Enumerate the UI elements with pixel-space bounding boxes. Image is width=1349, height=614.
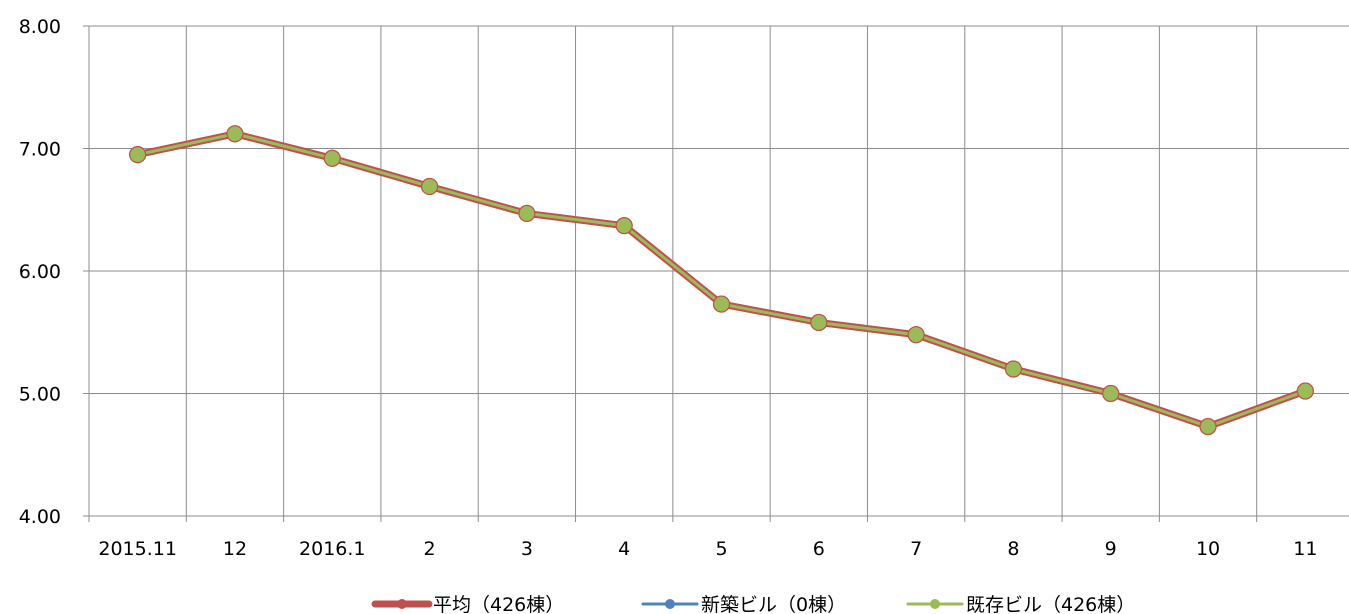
legend-swatch-marker: [665, 599, 675, 609]
x-tick-label: 2015.11: [98, 538, 177, 560]
x-tick-label: 12: [223, 538, 247, 560]
legend: 平均（426棟） 新築ビル（0棟） 既存ビル（426棟）: [371, 594, 1135, 614]
data-point: [1296, 382, 1314, 400]
legend-label: 平均（426棟）: [433, 594, 564, 614]
series-2: [129, 125, 1314, 436]
data-point: [712, 295, 731, 313]
y-tick-label: 7.00: [19, 139, 61, 161]
grid: [88, 25, 1349, 517]
legend-item: 新築ビル（0棟）: [641, 594, 846, 614]
y-tick-labels: 4.00 5.00 6.00 7.00 8.00: [19, 16, 61, 528]
legend-swatch-marker: [397, 599, 407, 609]
x-tick-label: 3: [521, 538, 533, 560]
x-tick-labels: 2015.11 12 2016.1 2 3 4 5 6 7 8 9 10 11: [98, 538, 1317, 560]
data-point: [518, 204, 536, 223]
legend-swatch-marker: [930, 599, 940, 609]
x-tick-label: 10: [1196, 538, 1220, 560]
data-point: [810, 313, 828, 332]
series-0: [129, 125, 1314, 436]
data-point: [420, 177, 439, 196]
x-tick-label: 2016.1: [299, 538, 365, 560]
x-tick-label: 2: [424, 538, 436, 560]
x-tick-label: 4: [618, 538, 630, 560]
legend-item: 平均（426棟）: [371, 594, 564, 614]
legend-label: 新築ビル（0棟）: [701, 594, 846, 614]
data-point: [129, 146, 147, 164]
axes: [83, 25, 1349, 522]
data-point: [1102, 384, 1120, 403]
x-tick-label: 7: [910, 538, 922, 560]
series-line: [134, 130, 1309, 431]
x-tick-label: 9: [1105, 538, 1117, 560]
series-line: [136, 132, 1307, 429]
data-point: [615, 217, 633, 235]
x-tick-label: 11: [1293, 538, 1317, 560]
data-point: [907, 326, 925, 344]
y-tick-label: 6.00: [19, 261, 61, 283]
legend-item: 既存ビル（426棟）: [906, 594, 1135, 614]
data-point: [323, 149, 341, 167]
x-tick-label: 5: [715, 538, 727, 560]
series-lines: [129, 125, 1314, 436]
legend-label: 既存ビル（426棟）: [966, 594, 1135, 614]
y-tick-label: 8.00: [19, 16, 61, 38]
y-tick-label: 5.00: [19, 384, 61, 406]
x-tick-label: 6: [813, 538, 825, 560]
data-point: [1199, 417, 1217, 436]
x-tick-label: 8: [1007, 538, 1019, 560]
y-tick-label: 4.00: [19, 506, 61, 528]
data-point: [226, 125, 244, 143]
data-point: [1004, 360, 1023, 378]
